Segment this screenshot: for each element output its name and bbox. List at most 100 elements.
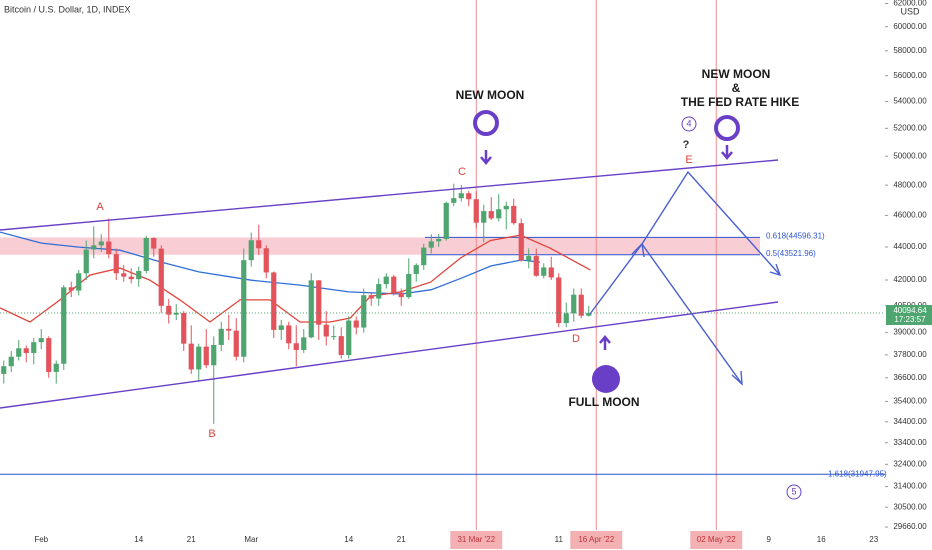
candle-body (158, 248, 164, 306)
fib-label: 0.618(44596.31) (766, 232, 825, 241)
arrow-up (599, 335, 611, 350)
x-tick-label: 02 May '22 (697, 535, 736, 544)
wave-label: E (685, 154, 692, 166)
candle-body (68, 287, 74, 291)
new-moon (473, 110, 499, 136)
candle-body (166, 305, 172, 315)
candle-body (143, 237, 149, 271)
candle-body (578, 294, 584, 316)
last-price-label: 40094.64 (893, 306, 927, 315)
x-tick-label: 11 (555, 535, 564, 544)
candle-body (428, 241, 434, 248)
candle-body (503, 205, 509, 210)
zone (0, 237, 760, 255)
y-tick-label: 58000.00 (893, 46, 927, 55)
full-moon (592, 365, 620, 393)
candle-body (241, 260, 247, 357)
candle-body (398, 292, 404, 298)
candle-body (586, 312, 592, 316)
candle-body (436, 238, 442, 242)
moving-average (0, 234, 591, 323)
note: FULL MOON (568, 395, 639, 409)
candle-body (106, 241, 112, 255)
y-tick-label: 32400.00 (893, 459, 927, 468)
candle-body (248, 240, 254, 261)
candle-body (233, 330, 239, 357)
candle-body (46, 338, 52, 372)
candle-body (128, 276, 134, 280)
candle-body (278, 325, 284, 330)
y-tick-label: 39000.00 (893, 328, 927, 337)
wave-circle (681, 116, 697, 132)
candle-body (263, 248, 269, 273)
y-tick-label: 56000.00 (893, 71, 927, 80)
x-tick-highlight (450, 531, 503, 549)
y-tick-label: 37800.00 (893, 350, 927, 359)
x-tick-label: 23 (869, 535, 878, 544)
candle-body (316, 280, 322, 325)
candle-body (293, 343, 299, 350)
candle-body (406, 273, 412, 298)
candle-body (556, 277, 562, 324)
note: NEW MOON (456, 88, 525, 102)
y-tick-label: 30500.00 (893, 502, 927, 511)
candle-body (361, 295, 367, 328)
candle-body (511, 205, 517, 224)
projection (589, 170, 781, 315)
y-tick-label: 46000.00 (893, 211, 927, 220)
arrowhead (769, 263, 782, 277)
plot-area: 0.618(44596.31) 0.5(43521.96) 1.618(31947.… (0, 0, 887, 530)
candle-body (53, 363, 59, 372)
x-tick-label: 16 Apr '22 (578, 535, 614, 544)
candle-body (383, 276, 389, 285)
arrowhead (631, 242, 645, 258)
candle-body (458, 193, 464, 199)
price-axis (885, 0, 932, 550)
x-tick-label: 21 (187, 535, 196, 544)
y-tick-label: 35400.00 (893, 397, 927, 406)
wave-label: D (572, 333, 580, 345)
candle-body (196, 346, 202, 370)
x-tick-highlight (570, 531, 623, 549)
candle-body (488, 211, 494, 219)
x-tick-label: Feb (34, 535, 48, 544)
drawings (0, 110, 802, 500)
candle-body (173, 312, 179, 315)
wave-circle (786, 484, 802, 500)
candle-body (226, 328, 232, 331)
y-tick-label: 36600.00 (893, 373, 927, 382)
candle-body (113, 254, 119, 274)
candle-body (376, 284, 382, 299)
candle-body (331, 336, 337, 338)
candle-body (533, 256, 539, 276)
candle-body (308, 280, 314, 338)
candle-body (23, 348, 29, 353)
channel-bottom (0, 301, 779, 409)
y-tick-label: 33400.00 (893, 438, 927, 447)
wave-count: 4 (686, 118, 691, 128)
candle-body (323, 324, 329, 337)
y-tick-label: 44000.00 (893, 242, 927, 251)
y-tick-label: 52000.00 (893, 123, 927, 132)
candle-body (451, 198, 457, 203)
candle-body (271, 272, 277, 330)
last-price-box (886, 304, 932, 325)
fib-label: 1.618(31947.95) (828, 469, 887, 478)
candle-body (188, 343, 194, 370)
y-tick-label: 31400.00 (893, 482, 927, 491)
candle-body (563, 313, 569, 324)
currency: USD (900, 6, 920, 16)
candle-body (301, 337, 307, 350)
arrow-down (721, 145, 733, 160)
y-tick-label: 42000.00 (893, 275, 927, 284)
x-tick-label: 16 (817, 535, 826, 544)
arrow-down (480, 150, 492, 165)
candle-body (181, 312, 187, 344)
x-tick-label: 9 (767, 535, 772, 544)
candle-body (353, 320, 359, 328)
candle-body (91, 245, 97, 250)
wave-label: C (458, 166, 466, 178)
candle-body (496, 209, 502, 219)
y-tick-label: 29660.00 (893, 522, 927, 531)
candle-body (541, 267, 547, 276)
